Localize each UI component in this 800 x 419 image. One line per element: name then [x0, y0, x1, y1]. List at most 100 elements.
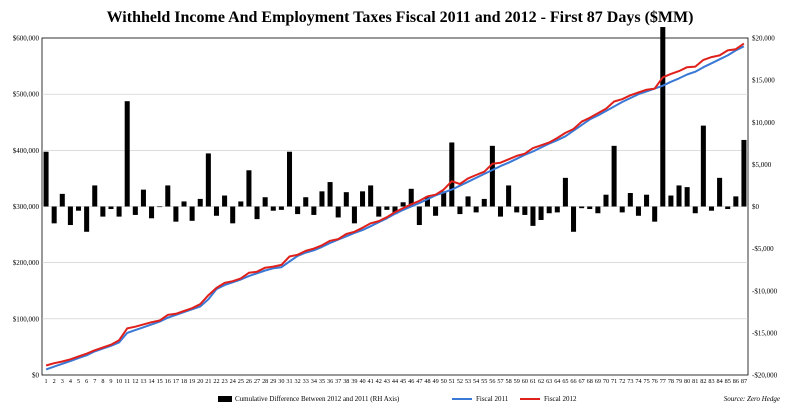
- source-note: Source: Zero Hedge: [724, 395, 780, 403]
- bar-cumulative-difference: [368, 185, 374, 207]
- bar-cumulative-difference: [416, 206, 422, 226]
- bar-cumulative-difference: [619, 206, 625, 213]
- bar-cumulative-difference: [67, 206, 73, 226]
- bar-cumulative-difference: [717, 177, 723, 207]
- x-axis-tick-label: 9: [109, 378, 112, 385]
- bar-cumulative-difference: [189, 206, 195, 221]
- bar-cumulative-difference: [457, 206, 463, 215]
- bar-cumulative-difference: [132, 206, 138, 215]
- x-axis-tick-label: 84: [717, 378, 723, 385]
- x-axis-tick-label: 73: [627, 378, 633, 385]
- left-axis-tick-label: $300,000: [13, 203, 40, 211]
- x-axis-tick-label: 59: [514, 378, 520, 385]
- x-axis-tick-label: 26: [246, 378, 252, 385]
- bar-cumulative-difference: [173, 206, 179, 222]
- x-axis-tick-label: 71: [611, 378, 617, 385]
- bar-cumulative-difference: [327, 182, 333, 207]
- right-axis-tick-label: $20,000: [752, 35, 775, 43]
- x-axis-tick-label: 43: [384, 378, 390, 385]
- x-axis-tick-label: 76: [652, 378, 658, 385]
- right-axis-tick-label: $10,000: [752, 119, 775, 127]
- x-axis-tick-label: 11: [124, 378, 130, 385]
- bar-cumulative-difference: [635, 206, 641, 216]
- bar-cumulative-difference: [473, 206, 479, 213]
- legend-label: Cumulative Difference Between 2012 and 2…: [235, 395, 400, 403]
- bar-cumulative-difference: [384, 206, 390, 210]
- x-axis-tick-label: 55: [481, 378, 487, 385]
- bar-cumulative-difference: [676, 185, 682, 207]
- bar-cumulative-difference: [335, 206, 341, 218]
- bar-cumulative-difference: [522, 206, 528, 215]
- bar-cumulative-difference: [489, 145, 495, 207]
- left-axis-tick-label: $200,000: [13, 259, 40, 267]
- bar-cumulative-difference: [611, 145, 617, 207]
- x-axis-tick-label: 72: [619, 378, 625, 385]
- bar-cumulative-difference: [295, 206, 301, 215]
- bar-cumulative-difference: [238, 201, 244, 207]
- x-axis-tick-label: 15: [157, 378, 163, 385]
- x-axis-tick-label: 65: [562, 378, 568, 385]
- x-axis-tick-label: 41: [368, 378, 374, 385]
- bar-cumulative-difference: [230, 206, 236, 224]
- bar-cumulative-difference: [587, 206, 593, 210]
- bar-cumulative-difference: [554, 206, 560, 213]
- bar-cumulative-difference: [506, 185, 512, 207]
- x-axis-tick-label: 21: [205, 378, 211, 385]
- bar-cumulative-difference: [652, 206, 658, 222]
- x-axis-tick-label: 70: [603, 378, 609, 385]
- right-axis-tick-label: -$20,000: [752, 372, 778, 380]
- bar-cumulative-difference: [76, 206, 82, 211]
- bar-cumulative-difference: [116, 206, 122, 217]
- x-axis-tick-label: 67: [579, 378, 585, 385]
- x-axis-tick-label: 44: [392, 378, 398, 385]
- bar-cumulative-difference: [165, 185, 171, 207]
- x-axis-tick-label: 62: [538, 378, 544, 385]
- bar-cumulative-difference: [51, 206, 57, 224]
- x-axis-tick-label: 63: [546, 378, 552, 385]
- x-axis-tick-label: 78: [668, 378, 674, 385]
- x-axis-tick-label: 33: [303, 378, 309, 385]
- x-axis-tick-label: 56: [489, 378, 495, 385]
- bar-cumulative-difference: [692, 206, 698, 214]
- x-axis-tick-label: 79: [676, 378, 682, 385]
- bar-cumulative-difference: [595, 206, 601, 214]
- bar-cumulative-difference: [441, 191, 447, 207]
- x-axis-tick-label: 53: [465, 378, 471, 385]
- bar-cumulative-difference: [222, 195, 228, 207]
- x-axis-tick-label: 2: [53, 378, 56, 385]
- right-axis-tick-label: -$15,000: [752, 329, 778, 337]
- x-axis-tick-label: 19: [189, 378, 195, 385]
- bar-cumulative-difference: [157, 206, 163, 208]
- bar-cumulative-difference: [246, 170, 252, 207]
- x-axis-tick-label: 36: [327, 378, 333, 385]
- x-axis-tick-label: 31: [286, 378, 292, 385]
- x-axis-tick-label: 4: [69, 378, 72, 385]
- x-axis-tick-label: 61: [530, 378, 536, 385]
- bar-cumulative-difference: [351, 206, 357, 224]
- bar-cumulative-difference: [181, 201, 187, 207]
- x-axis-tick-label: 48: [424, 378, 430, 385]
- x-axis-tick-label: 1: [45, 378, 48, 385]
- x-axis-tick-label: 30: [278, 378, 284, 385]
- x-axis-tick-label: 49: [432, 378, 438, 385]
- x-axis-tick-label: 80: [684, 378, 690, 385]
- x-axis-tick-label: 25: [238, 378, 244, 385]
- bar-cumulative-difference: [465, 196, 471, 207]
- bar-cumulative-difference: [400, 202, 406, 207]
- x-axis-tick-label: 42: [376, 378, 382, 385]
- x-axis-tick-label: 13: [140, 378, 146, 385]
- x-axis-tick-label: 51: [449, 378, 455, 385]
- x-axis-tick-label: 39: [351, 378, 357, 385]
- legend-label: Fiscal 2012: [544, 395, 577, 403]
- x-axis-tick-label: 47: [416, 378, 422, 385]
- right-axis-tick-label: -$10,000: [752, 287, 778, 295]
- bar-cumulative-difference: [376, 206, 382, 217]
- x-axis-tick-label: 14: [148, 378, 154, 385]
- bar-cumulative-difference: [449, 142, 455, 207]
- bar-cumulative-difference: [319, 191, 325, 207]
- x-axis-tick-label: 3: [61, 378, 64, 385]
- bar-cumulative-difference: [286, 151, 293, 207]
- line-fiscal-2012: [45, 42, 745, 367]
- x-axis-tick-label: 28: [262, 378, 268, 385]
